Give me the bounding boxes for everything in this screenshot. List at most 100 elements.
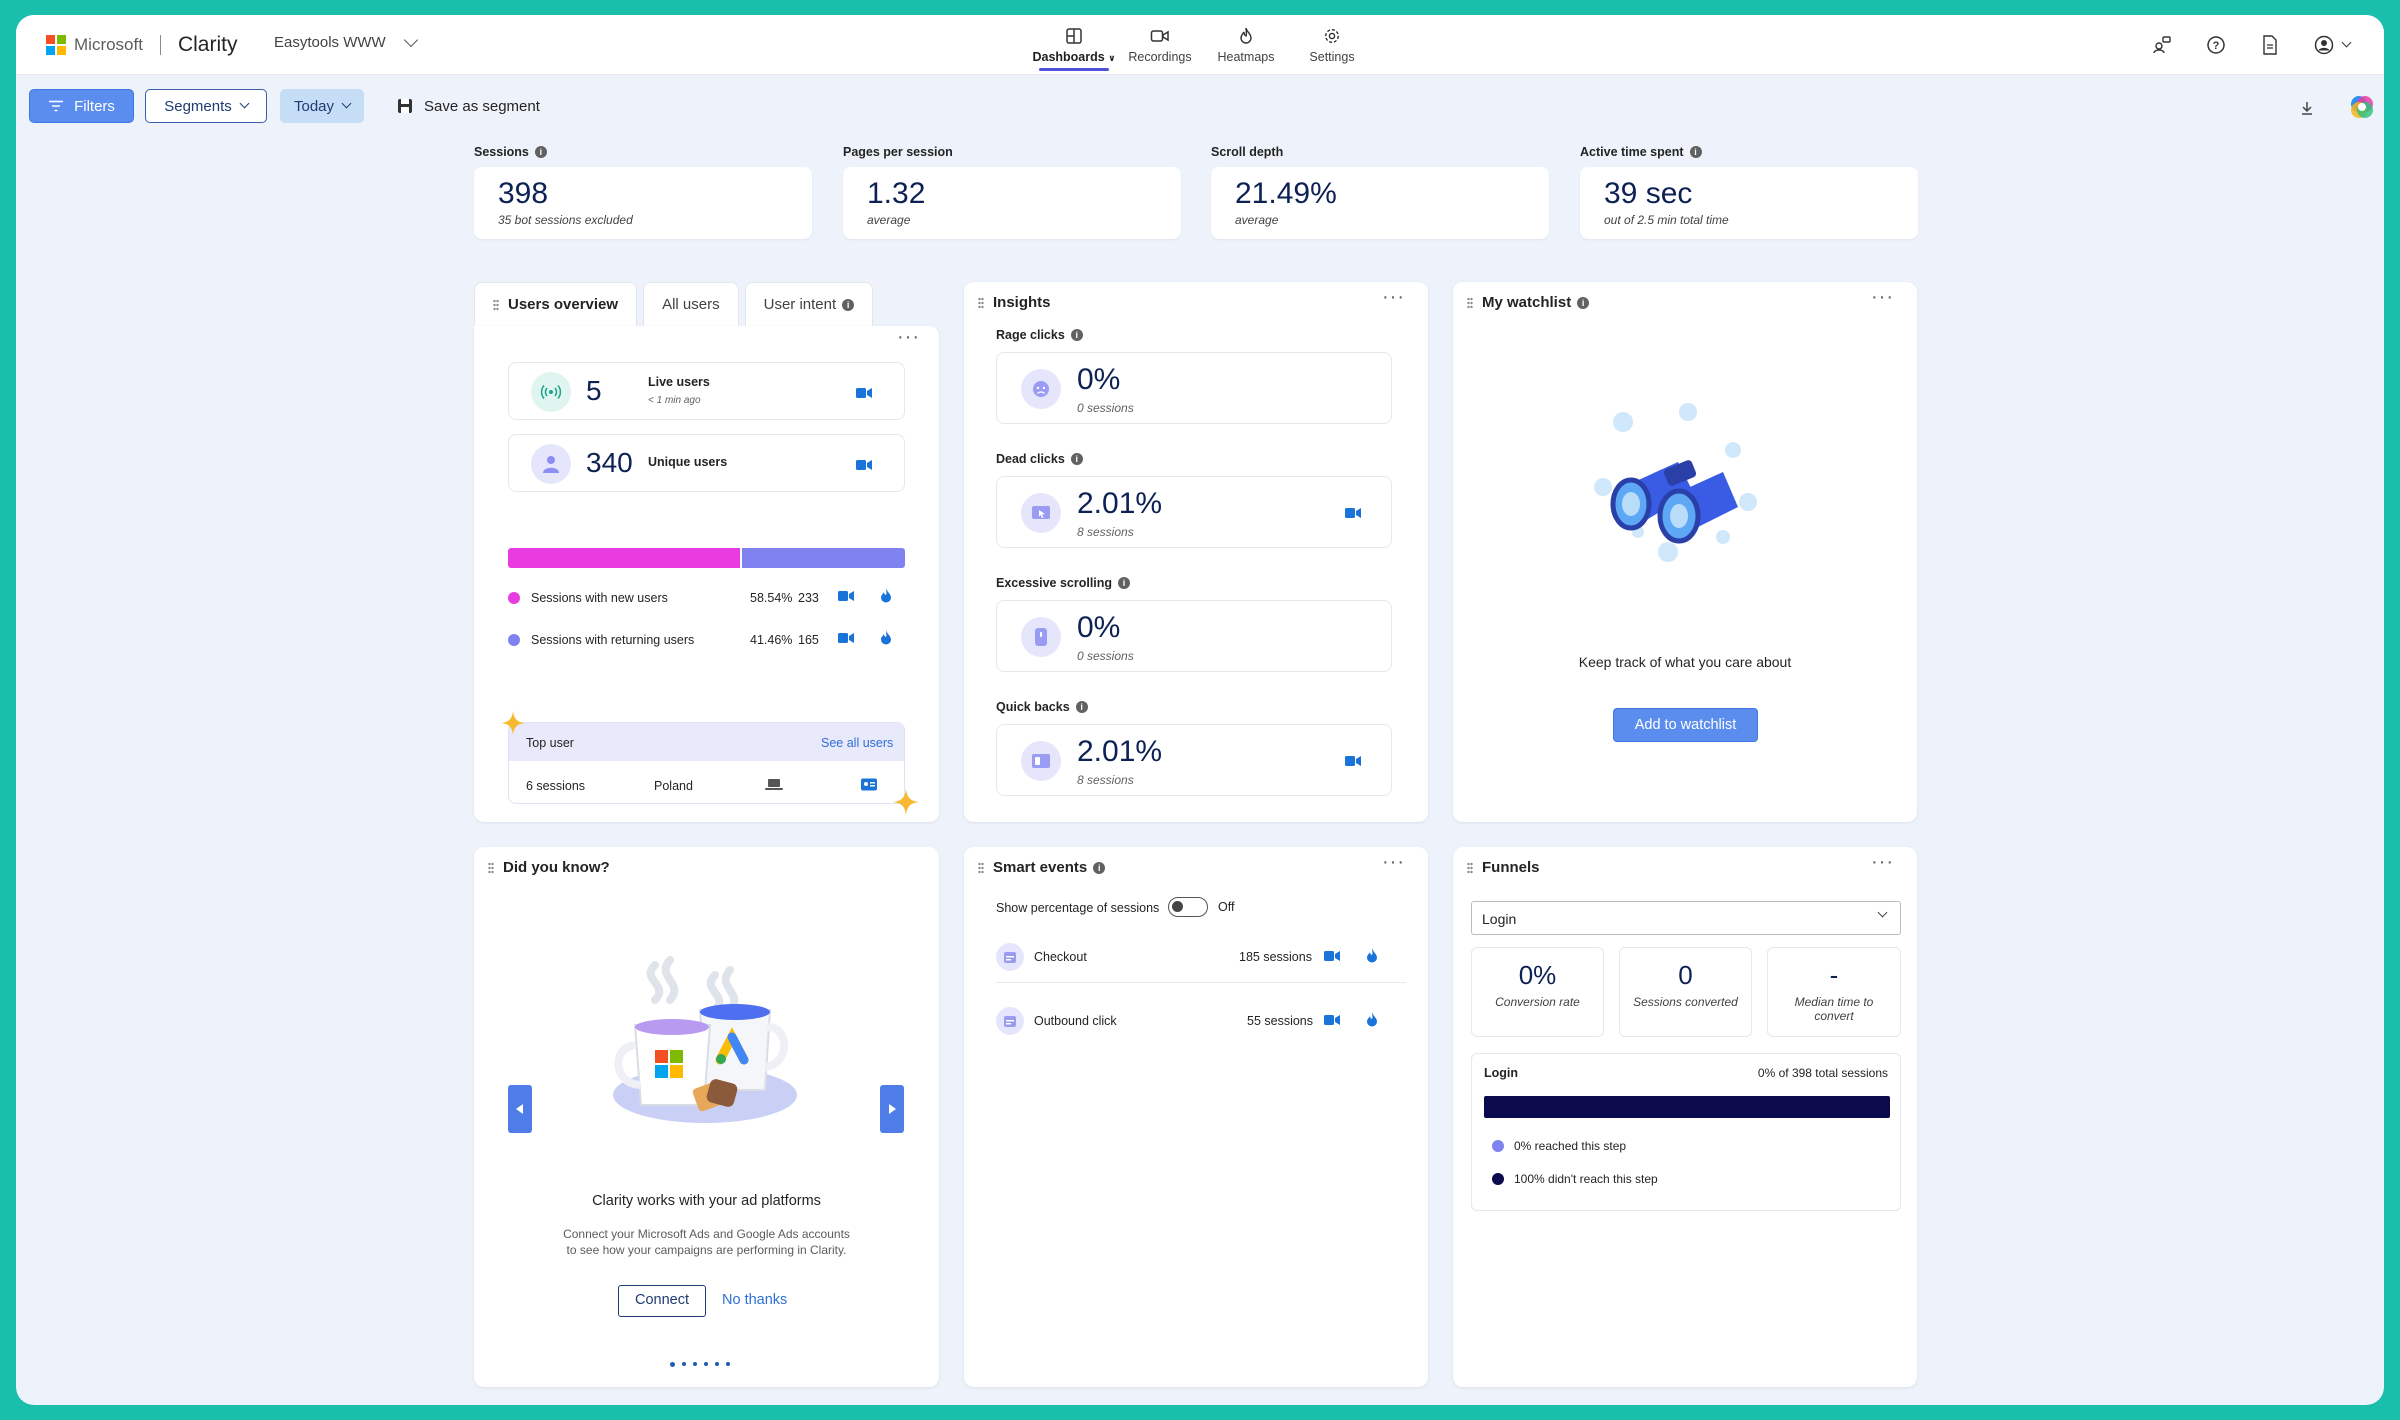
stat-label: Conversion rate (1495, 995, 1580, 1009)
insight-tile-quick-backs[interactable]: 2.01% 8 sessions (996, 724, 1392, 796)
date-range-label: Today (293, 97, 335, 115)
account-icon[interactable] (2310, 31, 2354, 59)
info-icon[interactable]: i (1577, 296, 1590, 309)
tab-users-overview[interactable]: Users overview (474, 282, 638, 326)
see-all-users-link[interactable]: See all users (821, 736, 894, 750)
metric-card[interactable]: 39 sec out of 2.5 min total time (1580, 167, 1918, 239)
metric-card[interactable]: 398 35 bot sessions excluded (474, 167, 812, 239)
chevron-down-icon (403, 32, 418, 48)
drag-handle-icon[interactable] (978, 296, 984, 309)
save-as-segment-button[interactable]: Save as segment (396, 97, 540, 115)
heatmap-icon[interactable] (880, 630, 892, 645)
metric-card[interactable]: 1.32 average (843, 167, 1181, 239)
chevron-left-icon (516, 1104, 523, 1114)
more-options-icon[interactable]: ··· (1871, 851, 1894, 873)
carousel-dot[interactable] (693, 1362, 697, 1366)
split-bar-returning-users (742, 548, 905, 568)
date-range-dropdown[interactable]: Today (280, 89, 364, 123)
insight-label-dead-clicks: Dead clicks i (996, 452, 1083, 466)
unique-users-tile[interactable]: 340 Unique users (508, 434, 905, 492)
camera-icon[interactable] (1345, 507, 1361, 519)
top-user-country: Poland (654, 779, 693, 793)
carousel-prev-button[interactable] (508, 1085, 532, 1133)
event-row-checkout[interactable]: Checkout 185 sessions (996, 933, 1406, 983)
info-icon[interactable]: i (842, 298, 855, 311)
info-icon[interactable]: i (534, 146, 547, 158)
connect-button[interactable]: Connect (618, 1285, 706, 1317)
document-icon[interactable] (2256, 31, 2284, 59)
more-options-icon[interactable]: ··· (897, 326, 920, 348)
info-icon[interactable]: i (1075, 701, 1088, 713)
share-people-icon[interactable] (2148, 31, 2176, 59)
carousel-dot[interactable] (704, 1362, 708, 1366)
show-percentage-toggle[interactable] (1168, 897, 1208, 917)
tip-body-line-2: to see how your campaigns are performing… (566, 1243, 847, 1257)
main-nav-tabs: Dashboards ∨ Recordings Heatmaps Setting… (1031, 21, 1375, 73)
metric-pages-per-session: Pages per session 1.32 average (843, 143, 1181, 239)
info-icon[interactable]: i (1093, 861, 1106, 874)
insight-tile-rage-clicks[interactable]: 0% 0 sessions (996, 352, 1392, 424)
camera-icon[interactable] (856, 459, 872, 471)
copilot-icon[interactable] (2346, 91, 2378, 123)
heatmap-icon[interactable] (880, 588, 892, 603)
drag-handle-icon[interactable] (493, 298, 499, 311)
live-users-value: 5 (586, 375, 602, 406)
nav-tab-heatmaps[interactable]: Heatmaps (1203, 21, 1289, 73)
carousel-dot[interactable] (670, 1362, 675, 1367)
app-window: Microsoft Clarity Easytools WWW Dashboar… (16, 15, 2384, 1405)
tab-all-users[interactable]: All users (643, 282, 739, 326)
id-card-icon[interactable] (861, 778, 877, 791)
sparkle-icon (893, 789, 919, 815)
toggle-knob (1172, 901, 1183, 912)
help-icon[interactable]: ? (2202, 31, 2230, 59)
insight-tile-excessive-scrolling[interactable]: 0% 0 sessions (996, 600, 1392, 672)
camera-icon[interactable] (1345, 755, 1361, 767)
project-selector[interactable]: Easytools WWW (274, 32, 418, 51)
info-icon[interactable]: i (1070, 329, 1083, 341)
filters-label: Filters (74, 97, 115, 115)
drag-handle-icon[interactable] (1467, 296, 1473, 309)
filters-button[interactable]: Filters (29, 89, 134, 123)
row-label: Sessions with new users (531, 591, 668, 605)
drag-handle-icon[interactable] (978, 861, 984, 874)
info-icon[interactable]: i (1070, 453, 1083, 465)
nav-tab-dashboards[interactable]: Dashboards ∨ (1031, 21, 1117, 73)
filter-bar: Filters Segments Today Save as segment (29, 89, 540, 123)
drag-handle-icon[interactable] (1467, 861, 1473, 874)
drag-handle-icon[interactable] (488, 861, 494, 874)
carousel-dot[interactable] (715, 1362, 719, 1366)
more-options-icon[interactable]: ··· (1382, 286, 1405, 308)
download-icon[interactable] (2294, 95, 2320, 121)
no-thanks-link[interactable]: No thanks (722, 1292, 788, 1308)
camera-icon[interactable] (1324, 950, 1340, 962)
camera-icon[interactable] (856, 387, 872, 399)
metric-card[interactable]: 21.49% average (1211, 167, 1549, 239)
live-users-tile[interactable]: 5 Live users < 1 min ago (508, 362, 905, 420)
insight-tile-dead-clicks[interactable]: 2.01% 8 sessions (996, 476, 1392, 548)
funnel-select[interactable]: Login (1471, 901, 1901, 935)
metric-label: Pages per session (843, 145, 953, 159)
funnel-step-box[interactable]: Login 0% of 398 total sessions 0% reache… (1471, 1053, 1901, 1211)
unique-users-label: Unique users (648, 455, 728, 469)
heatmap-icon[interactable] (1366, 948, 1378, 963)
event-row-outbound-click[interactable]: Outbound click 55 sessions (996, 997, 1406, 1047)
brand[interactable]: Microsoft Clarity (46, 32, 237, 58)
more-options-icon[interactable]: ··· (1871, 286, 1894, 308)
info-icon[interactable]: i (1118, 577, 1131, 589)
nav-tab-settings[interactable]: Settings (1289, 21, 1375, 73)
camera-icon[interactable] (838, 590, 854, 602)
carousel-next-button[interactable] (880, 1085, 904, 1133)
users-overview-widget: Users overview All users User intent i ··… (474, 282, 939, 822)
back-page-icon (1021, 741, 1061, 781)
segments-dropdown[interactable]: Segments (145, 89, 267, 123)
tab-user-intent[interactable]: User intent i (744, 282, 874, 326)
camera-icon[interactable] (838, 632, 854, 644)
nav-tab-recordings[interactable]: Recordings (1117, 21, 1203, 73)
camera-icon[interactable] (1324, 1014, 1340, 1026)
carousel-dot[interactable] (726, 1362, 730, 1366)
more-options-icon[interactable]: ··· (1382, 851, 1405, 873)
add-to-watchlist-button[interactable]: Add to watchlist (1613, 708, 1758, 742)
carousel-dot[interactable] (682, 1362, 686, 1366)
heatmap-icon[interactable] (1366, 1012, 1378, 1027)
info-icon[interactable]: i (1689, 146, 1702, 158)
